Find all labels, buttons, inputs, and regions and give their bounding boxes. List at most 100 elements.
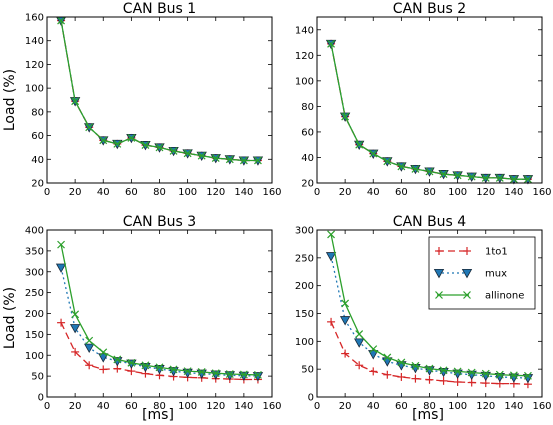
data-point-mux: [339, 316, 351, 326]
data-point-mux: [354, 338, 365, 348]
data-point-1to1: [383, 370, 392, 379]
y-tick-label: 40: [301, 153, 314, 164]
y-tick-label: 100: [295, 76, 314, 87]
y-tick-label: 150: [25, 330, 44, 341]
chart-title: CAN Bus 1: [123, 1, 196, 17]
y-tick-label: 120: [295, 51, 314, 62]
data-point-allinone: [225, 155, 234, 164]
data-point-allinone: [481, 173, 490, 182]
data-point-allinone: [453, 171, 462, 180]
plot-area: [317, 17, 542, 183]
y-tick-label: 80: [301, 102, 314, 113]
y-tick-label: 0: [38, 393, 44, 404]
y-tick-label: 300: [295, 226, 314, 237]
data-point-1to1: [327, 317, 336, 326]
x-tick-label: 140: [504, 401, 523, 412]
legend-marker-1to1: [463, 247, 471, 255]
data-point-allinone: [327, 230, 335, 239]
x-tick-label: 60: [125, 401, 138, 412]
data-point-allinone: [57, 240, 65, 249]
data-point-allinone: [239, 156, 248, 165]
x-tick-label: 60: [125, 187, 138, 198]
data-point-allinone: [183, 149, 192, 158]
data-point-allinone: [524, 371, 532, 380]
data-point-1to1: [71, 347, 80, 356]
data-point-1to1: [411, 374, 420, 383]
data-point-mux: [84, 343, 95, 354]
data-point-mux: [69, 324, 81, 334]
y-tick-label: 200: [25, 309, 44, 320]
data-point-allinone: [425, 167, 434, 176]
data-point-allinone: [71, 310, 80, 319]
x-tick-label: 60: [395, 401, 408, 412]
x-tick-label: 20: [339, 187, 352, 198]
y-tick-label: 140: [295, 25, 314, 36]
y-tick-label: 100: [25, 351, 44, 362]
x-tick-label: 140: [504, 187, 523, 198]
chart-panel-2: CAN Bus 20 20 40 60 80 100 120 140 1602040608010…: [295, 1, 552, 198]
legend: 1to1 mux allinone: [428, 236, 536, 310]
x-tick-label: 120: [206, 187, 225, 198]
y-axis-label-top: Load (%): [2, 69, 18, 131]
data-point-1to1: [355, 361, 364, 370]
y-tick-label: 160: [25, 13, 44, 24]
data-point-allinone: [99, 136, 108, 145]
legend-marker-allinone: [463, 291, 471, 299]
y-tick-label: 250: [295, 253, 314, 264]
chart-panel-1: CAN Bus 10 20 40 60 80 100 120 140 1602040608010…: [25, 1, 282, 198]
data-point-mux: [55, 263, 67, 273]
x-tick-label: 0: [314, 187, 320, 198]
data-point-allinone: [327, 39, 335, 48]
data-point-allinone: [369, 345, 378, 354]
data-point-allinone: [383, 353, 392, 362]
legend-box: [428, 236, 536, 310]
data-point-1to1: [453, 377, 462, 386]
x-tick-label: 60: [395, 187, 408, 198]
y-tick-label: 140: [25, 36, 44, 47]
x-tick-label: 120: [476, 401, 495, 412]
data-point-1to1: [85, 361, 94, 370]
data-point-1to1: [439, 376, 448, 385]
data-point-1to1: [341, 349, 350, 358]
data-point-allinone: [341, 299, 350, 308]
data-point-allinone: [127, 358, 136, 367]
y-tick-label: 250: [25, 288, 44, 299]
data-point-allinone: [411, 361, 420, 370]
legend-label-mux: mux: [485, 269, 507, 280]
x-tick-label: 140: [234, 401, 253, 412]
legend-marker-mux: [461, 268, 473, 279]
y-tick-label: 300: [25, 267, 44, 278]
x-tick-label: 40: [367, 401, 380, 412]
series-line-mux: [330, 256, 528, 379]
x-tick-label: 20: [69, 187, 82, 198]
data-point-allinone: [169, 365, 178, 374]
data-point-allinone: [355, 140, 364, 149]
y-tick-label: 400: [25, 226, 44, 237]
data-point-allinone: [439, 366, 448, 375]
data-point-allinone: [155, 143, 164, 152]
data-point-allinone: [183, 367, 192, 376]
data-point-allinone: [127, 134, 136, 142]
x-tick-label: 160: [262, 401, 281, 412]
data-point-allinone: [71, 97, 80, 106]
data-point-allinone: [411, 165, 420, 173]
y-tick-label: 100: [295, 337, 314, 348]
x-tick-label: 40: [97, 187, 110, 198]
data-point-allinone: [509, 175, 518, 184]
y-tick-label: 60: [301, 127, 314, 138]
data-point-allinone: [197, 151, 206, 160]
data-point-1to1: [57, 318, 66, 327]
data-point-allinone: [397, 162, 406, 171]
x-tick-label: 140: [234, 187, 253, 198]
data-point-1to1: [397, 372, 406, 381]
data-point-allinone: [113, 355, 122, 364]
data-point-allinone: [141, 361, 150, 370]
x-tick-label: 20: [69, 401, 82, 412]
data-point-allinone: [467, 172, 476, 181]
data-point-allinone: [57, 16, 65, 25]
x-tick-label: 160: [532, 401, 551, 412]
x-tick-label: 100: [448, 187, 467, 198]
legend-marker-1to1: [435, 247, 443, 255]
y-tick-label: 350: [25, 246, 44, 257]
data-point-allinone: [355, 330, 364, 339]
